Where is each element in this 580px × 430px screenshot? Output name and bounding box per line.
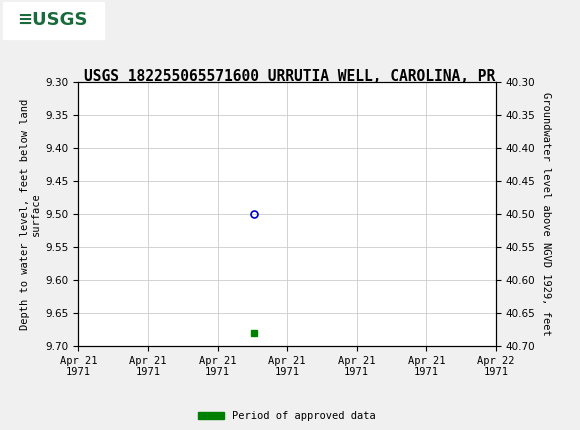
Text: ≡USGS: ≡USGS (17, 12, 88, 29)
Text: USGS 182255065571600 URRUTIA WELL, CAROLINA, PR: USGS 182255065571600 URRUTIA WELL, CAROL… (84, 69, 496, 84)
Y-axis label: Groundwater level above NGVD 1929, feet: Groundwater level above NGVD 1929, feet (541, 92, 551, 336)
FancyBboxPatch shape (3, 2, 104, 39)
Y-axis label: Depth to water level, feet below land
surface: Depth to water level, feet below land su… (20, 98, 41, 329)
Legend: Period of approved data: Period of approved data (194, 407, 380, 426)
